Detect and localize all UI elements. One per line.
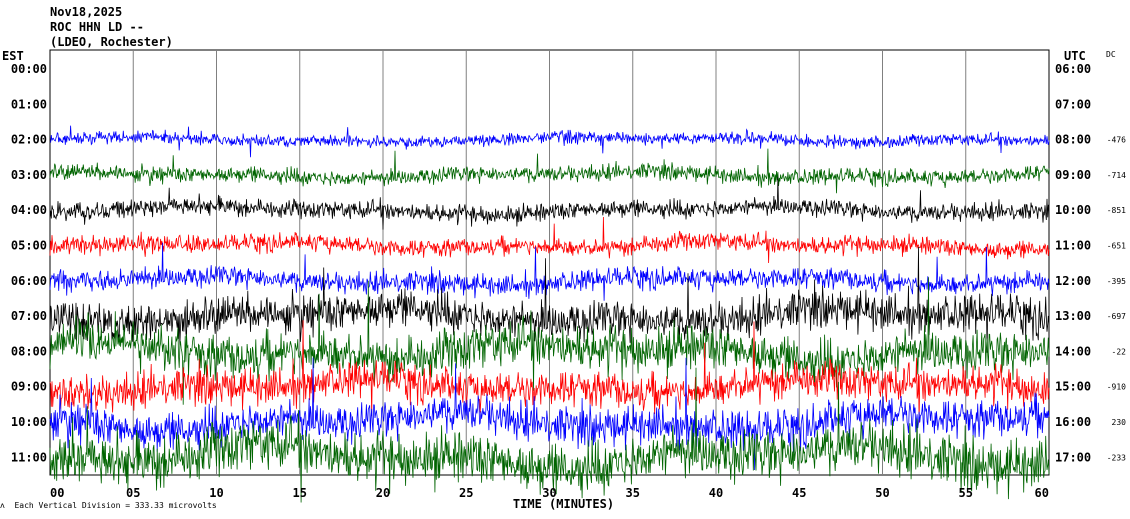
est-hour-label: 09:00 xyxy=(11,380,47,394)
est-hour-label: 08:00 xyxy=(11,344,47,358)
trace-line xyxy=(49,246,1050,353)
utc-axis-title: UTC xyxy=(1064,49,1086,63)
trace-line xyxy=(49,125,1050,158)
est-hour-label: 00:00 xyxy=(11,62,47,76)
est-hour-label: 11:00 xyxy=(11,450,47,464)
trace-line xyxy=(49,148,1050,194)
utc-hour-label: 15:00 xyxy=(1055,380,1091,394)
x-tick-label: 35 xyxy=(626,486,640,500)
est-hour-label: 06:00 xyxy=(11,274,47,288)
est-hour-label: 02:00 xyxy=(11,133,47,147)
dc-value: -476 xyxy=(1107,136,1126,145)
footer-scale-text: Each Vertical Division = 333.33 microvol… xyxy=(14,501,217,510)
utc-hour-label: 17:00 xyxy=(1055,450,1091,464)
dc-value: -233 xyxy=(1107,453,1126,462)
utc-hour-label: 13:00 xyxy=(1055,309,1091,323)
x-tick-label: 50 xyxy=(875,486,889,500)
x-tick-label: 45 xyxy=(792,486,806,500)
est-hour-label: 10:00 xyxy=(11,415,47,429)
footer-scale-note: ʌ Each Vertical Division = 333.33 microv… xyxy=(0,501,217,510)
header-date: Nov18,2025 xyxy=(50,5,123,19)
footer-marker-icon: ʌ xyxy=(0,501,15,510)
est-hour-label: 04:00 xyxy=(11,203,47,217)
x-tick-label: 10 xyxy=(209,486,223,500)
est-hour-label: 03:00 xyxy=(11,168,47,182)
dc-value: -697 xyxy=(1107,312,1126,321)
est-hour-label: 05:00 xyxy=(11,239,47,253)
utc-hour-label: 09:00 xyxy=(1055,168,1091,182)
utc-hour-label: 11:00 xyxy=(1055,239,1091,253)
trace-line xyxy=(49,357,1050,471)
x-tick-label: 20 xyxy=(376,486,390,500)
header-station: ROC HHN LD -- xyxy=(50,20,144,34)
dc-column-title: DC xyxy=(1106,50,1116,59)
utc-hour-label: 10:00 xyxy=(1055,203,1091,217)
est-hour-label: 01:00 xyxy=(11,97,47,111)
x-tick-label: 00 xyxy=(50,486,64,500)
dc-value: -714 xyxy=(1107,171,1126,180)
dc-value: -651 xyxy=(1107,242,1126,251)
x-tick-label: 40 xyxy=(709,486,723,500)
x-axis-label: TIME (MINUTES) xyxy=(513,497,614,511)
trace-line xyxy=(49,277,1050,405)
x-tick-label: 25 xyxy=(459,486,473,500)
x-tick-label: 60 xyxy=(1035,486,1049,500)
est-axis-title: EST xyxy=(2,49,24,63)
utc-hour-label: 08:00 xyxy=(1055,133,1091,147)
header-network: (LDEO, Rochester) xyxy=(50,35,173,49)
trace-line xyxy=(49,367,1050,503)
utc-hour-label: 07:00 xyxy=(1055,97,1091,111)
trace-line xyxy=(49,176,1050,230)
trace-line xyxy=(49,320,1050,423)
dc-value: -851 xyxy=(1107,206,1126,215)
dc-value: -910 xyxy=(1107,383,1126,392)
utc-hour-label: 14:00 xyxy=(1055,344,1091,358)
trace-line xyxy=(49,242,1050,301)
dc-value: -22 xyxy=(1112,347,1127,356)
trace-line xyxy=(49,216,1050,264)
x-tick-label: 15 xyxy=(293,486,307,500)
dc-value: 230 xyxy=(1112,418,1127,427)
x-tick-label: 30 xyxy=(542,486,556,500)
x-tick-label: 55 xyxy=(959,486,973,500)
utc-hour-label: 12:00 xyxy=(1055,274,1091,288)
utc-hour-label: 06:00 xyxy=(1055,62,1091,76)
utc-hour-label: 16:00 xyxy=(1055,415,1091,429)
est-hour-label: 07:00 xyxy=(11,309,47,323)
x-tick-label: 05 xyxy=(126,486,140,500)
dc-value: -395 xyxy=(1107,277,1126,286)
